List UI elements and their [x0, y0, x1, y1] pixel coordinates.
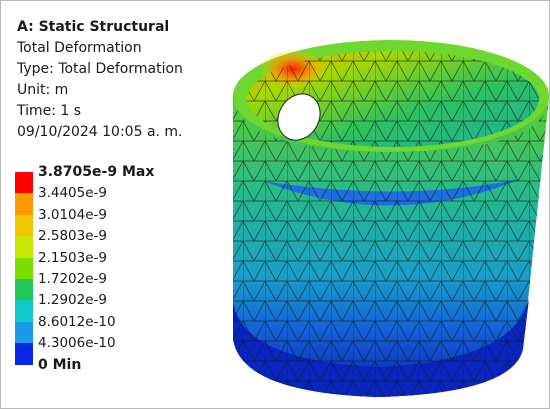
- legend-label: 4.3006e-10: [38, 335, 116, 352]
- legend-swatch: [15, 279, 33, 301]
- legend-label: 3.4405e-9: [38, 185, 108, 202]
- legend-swatch: [15, 172, 33, 194]
- legend-label: 2.1503e-9: [38, 249, 108, 266]
- legend-label: 8.6012e-10: [38, 313, 116, 330]
- legend-label: 3.0104e-9: [38, 206, 108, 223]
- legend-label: 1.2902e-9: [38, 292, 108, 309]
- header-line: Time: 1 s: [17, 103, 82, 119]
- header-line: 09/10/2024 10:05 a. m.: [17, 124, 183, 140]
- legend-swatch: [15, 321, 33, 344]
- legend-label: 0 Min: [38, 356, 82, 373]
- legend-swatch: [15, 257, 33, 279]
- legend-swatch: [15, 214, 33, 237]
- hole: [277, 93, 321, 141]
- header-title: A: Static Structural: [17, 19, 170, 35]
- legend-swatch: [15, 236, 33, 258]
- legend-swatch: [15, 300, 33, 322]
- legend-swatch: [15, 193, 33, 215]
- mesh-outer: [233, 93, 549, 397]
- mesh-inner: [247, 51, 539, 147]
- legend-label: 3.8705e-9 Max: [38, 164, 155, 180]
- header-line: Unit: m: [17, 82, 69, 98]
- legend-swatch: [15, 343, 33, 365]
- legend-label: 1.7202e-9: [38, 271, 108, 287]
- header-line: Total Deformation: [17, 40, 142, 56]
- header-line: Type: Total Deformation: [17, 61, 183, 77]
- legend-label: 2.5803e-9: [38, 228, 108, 245]
